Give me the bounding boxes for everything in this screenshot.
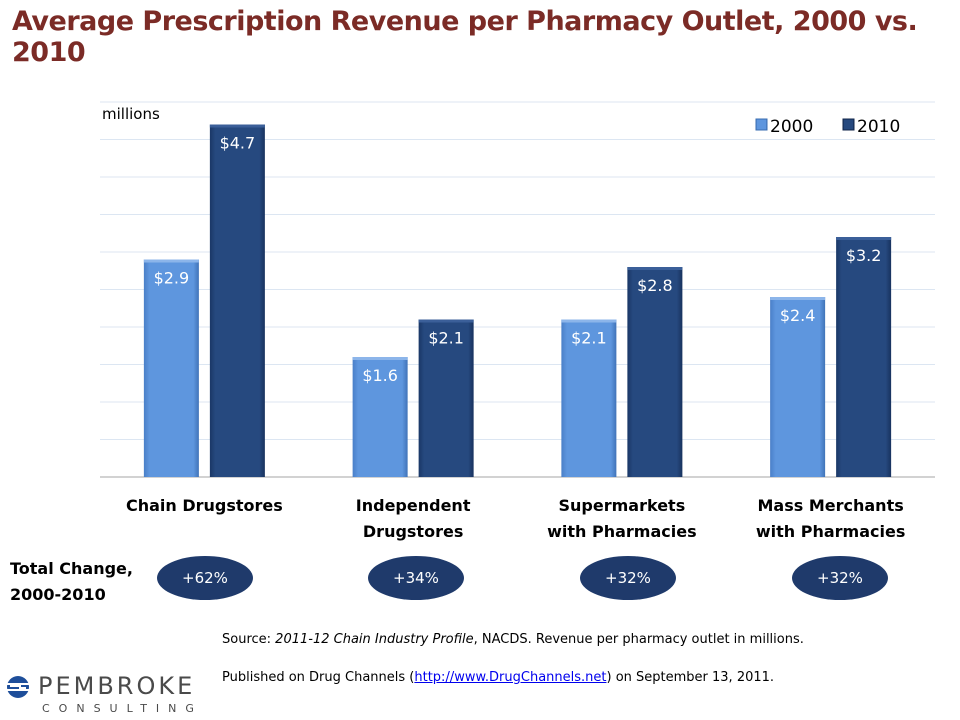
bar-top-bevel [836,237,892,240]
data-label: $1.6 [362,366,398,385]
bar-2010 [627,267,683,477]
bar-2000 [352,357,408,477]
source-suffix: , NACDS. Revenue per pharmacy outlet in … [473,632,804,647]
change-badge: +32% [580,556,676,600]
legend-swatch-2010 [842,118,855,131]
category-label: with Pharmacies [756,522,906,541]
bar-top-bevel [352,357,408,360]
bar-top-bevel [209,124,265,128]
legend-label-2000: 2000 [770,117,813,137]
bar-top-bevel [770,297,826,300]
bar-top-bevel [561,319,617,323]
bar-2000 [561,319,617,477]
bar-2010 [209,124,265,477]
page-title: Average Prescription Revenue per Pharmac… [12,6,918,68]
source-title: 2011-12 Chain Industry Profile [275,632,474,647]
published-note: Published on Drug Channels (http://www.D… [222,670,774,685]
bar-top-bevel [627,267,683,270]
bar-2010 [418,319,474,477]
category-label: Supermarkets [559,496,686,515]
bar-2010 [836,237,892,477]
category-label: with Pharmacies [547,522,697,541]
category-label: Mass Merchants [758,496,904,515]
drugchannels-link[interactable]: http://www.DrugChannels.net [414,670,607,685]
pembroke-logo-icon [6,676,30,698]
total-change-line2: 2000-2010 [10,585,106,604]
category-label: Independent [356,496,471,515]
y-axis-label: millions [102,105,160,123]
source-note: Source: 2011-12 Chain Industry Profile, … [222,632,804,647]
logo-sub: CONSULTING [42,702,203,715]
bar-2000 [143,259,199,477]
bar-2000 [770,297,826,477]
data-label: $2.1 [571,329,607,348]
data-label: $2.4 [780,306,816,325]
change-badge: +32% [792,556,888,600]
bar-top-bevel [418,319,474,323]
change-badge: +34% [368,556,464,600]
total-change-label: Total Change, 2000-2010 [10,556,133,608]
published-prefix: Published on Drug Channels ( [222,670,415,685]
data-label: $4.7 [220,134,256,153]
data-label: $2.9 [154,269,190,288]
legend-label-2010: 2010 [857,117,900,137]
source-prefix: Source: [222,632,276,647]
data-label: $2.1 [428,329,464,348]
change-badge: +62% [157,556,253,600]
total-change-line1: Total Change, [10,559,133,578]
logo-name: PEMBROKE [38,672,196,700]
data-label: $3.2 [846,246,882,265]
bar-top-bevel [143,259,199,263]
data-label: $2.8 [637,276,673,295]
category-label: Drugstores [363,522,463,541]
category-label: Chain Drugstores [126,496,283,515]
published-suffix: ) on September 13, 2011. [606,670,775,685]
legend-swatch-2000 [755,118,768,131]
